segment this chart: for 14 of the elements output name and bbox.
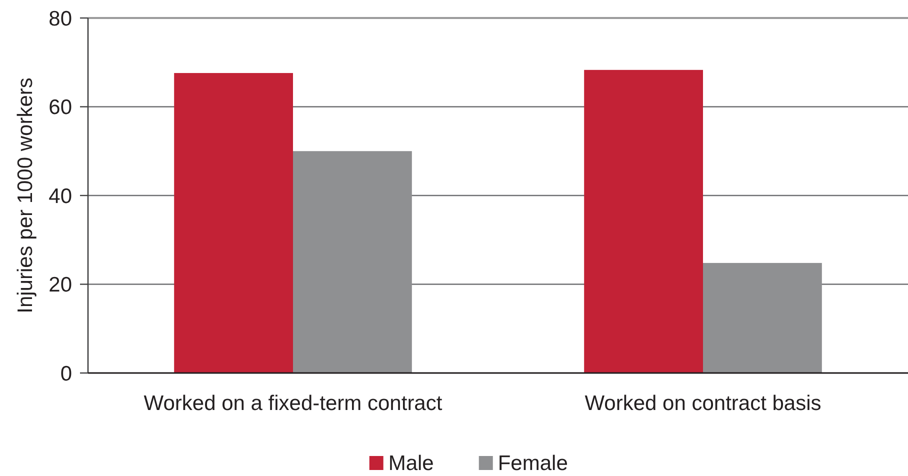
legend-label: Female	[498, 452, 568, 475]
y-tick-label: 0	[60, 362, 72, 386]
y-tick-label: 20	[48, 274, 72, 297]
y-tick-label: 40	[48, 184, 72, 208]
legend-label: Male	[388, 452, 434, 475]
x-tick-label: Worked on contract basis	[584, 392, 822, 415]
bar	[703, 262, 822, 373]
bar	[174, 73, 293, 373]
bar	[293, 151, 412, 373]
x-tick-label: Worked on a fixed-term contract	[144, 392, 442, 415]
bar	[584, 70, 703, 373]
y-tick-label: 60	[48, 96, 72, 120]
y-tick-label: 80	[48, 7, 72, 30]
y-axis-title: Injuries per 1000 workers	[14, 78, 37, 314]
